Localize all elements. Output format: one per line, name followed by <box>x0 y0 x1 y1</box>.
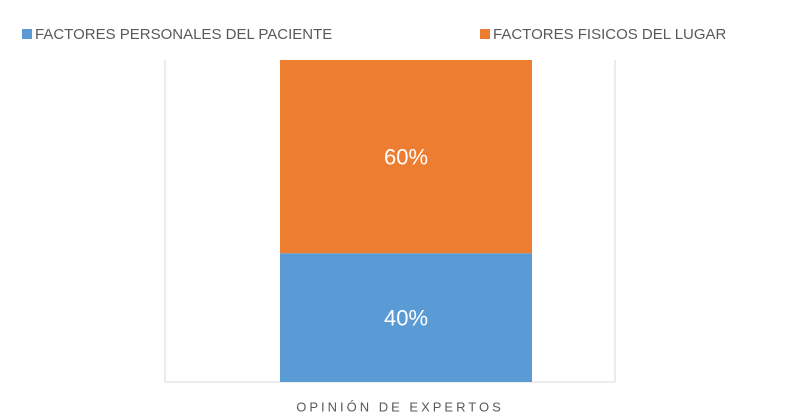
legend-swatch <box>480 29 490 39</box>
bar-segment <box>280 60 532 254</box>
x-tick-label: OPINIÓN DE EXPERTOS <box>296 399 504 414</box>
legend-label: FACTORES PERSONALES DEL PACIENTE <box>35 26 332 43</box>
bar-segment <box>280 253 532 382</box>
data-label: 40% <box>384 305 428 330</box>
data-label: 60% <box>384 144 428 169</box>
legend-swatch <box>22 29 32 39</box>
legend-label: FACTORES FISICOS DEL LUGAR <box>493 26 727 43</box>
